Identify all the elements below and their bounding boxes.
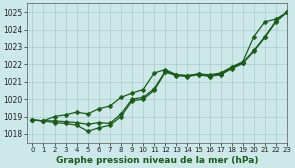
X-axis label: Graphe pression niveau de la mer (hPa): Graphe pression niveau de la mer (hPa) — [56, 156, 258, 164]
